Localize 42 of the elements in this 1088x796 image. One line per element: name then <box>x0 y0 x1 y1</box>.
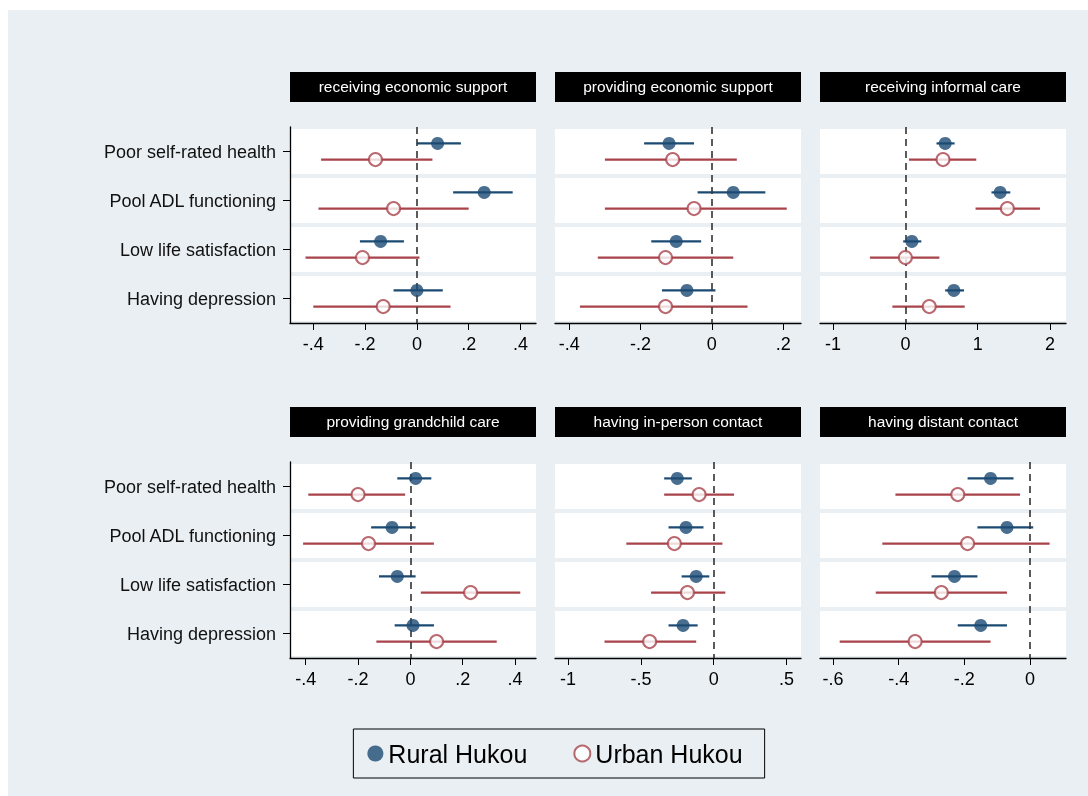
x-tick-label: -.2 <box>354 334 376 354</box>
x-tick-label: -.2 <box>953 669 975 689</box>
chart-title: providing grandchild care <box>290 407 536 437</box>
y-tick-label: Having depression <box>126 288 276 309</box>
x-tick-label: 0 <box>411 334 422 354</box>
x-tick-label: -.4 <box>888 669 910 689</box>
x-tick-label: 2 <box>1045 334 1056 354</box>
legend-label: Rural Hukou <box>388 739 528 768</box>
chart-title: providing economic support <box>555 72 801 102</box>
x-tick-label: -1 <box>825 334 842 354</box>
x-tick-label: -.5 <box>630 669 652 689</box>
x-tick-label: .2 <box>455 669 471 689</box>
legend-label: Urban Hukou <box>595 739 743 768</box>
x-tick-label: .2 <box>461 334 477 354</box>
chart-title: receiving economic support <box>290 72 536 102</box>
y-tick-label: Pool ADL functioning <box>109 525 276 546</box>
x-tick-label: 0 <box>1024 669 1035 689</box>
x-tick-label: 0 <box>405 669 416 689</box>
x-tick-label: .4 <box>512 334 528 354</box>
y-tick-label: Poor self-rated health <box>103 476 276 497</box>
y-tick-label: Pool ADL functioning <box>109 190 276 211</box>
x-tick-label: 0 <box>708 669 719 689</box>
x-tick-label: 1 <box>972 334 983 354</box>
chart-title: having in-person contact <box>555 407 801 437</box>
y-tick-label: Low life satisfaction <box>119 574 276 595</box>
chart-title: having distant contact <box>820 407 1066 437</box>
x-tick-label: .2 <box>775 334 791 354</box>
y-tick-label: Having depression <box>126 623 276 644</box>
x-tick-label: -1 <box>560 669 577 689</box>
x-tick-label: -.2 <box>347 669 369 689</box>
x-tick-label: -.4 <box>302 334 324 354</box>
x-tick-label: .5 <box>778 669 794 689</box>
y-tick-label: Poor self-rated health <box>103 141 276 162</box>
x-tick-label: -.2 <box>630 334 652 354</box>
chart-title: receiving informal care <box>820 72 1066 102</box>
x-tick-label: -.4 <box>295 669 317 689</box>
x-tick-label: 0 <box>706 334 717 354</box>
x-tick-label: 0 <box>900 334 911 354</box>
y-tick-label: Low life satisfaction <box>119 239 276 260</box>
x-tick-label: .4 <box>507 669 523 689</box>
x-tick-label: -.6 <box>822 669 844 689</box>
x-tick-label: -.4 <box>558 334 580 354</box>
